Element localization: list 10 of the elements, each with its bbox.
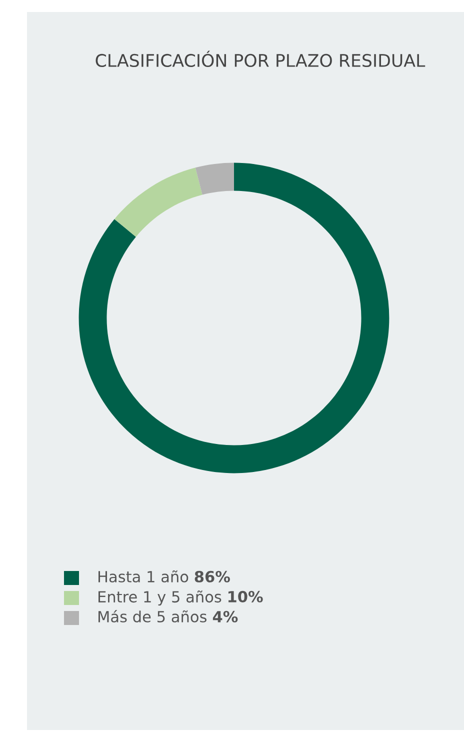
donut-slice xyxy=(78,162,390,474)
data-label: 4% xyxy=(212,610,238,622)
legend-label: Más de 5 años xyxy=(98,610,206,622)
legend-label: Entre 1 y 5 años xyxy=(98,590,222,606)
chart-title: CLASIFICACIÓN POR PLAZO RESIDUAL xyxy=(96,50,426,68)
data-label: 86% xyxy=(194,570,230,582)
legend-label: Hasta 1 año xyxy=(98,570,188,582)
donut-slice xyxy=(114,168,202,237)
data-label: 10% xyxy=(228,590,263,602)
donut-slice xyxy=(195,162,234,195)
